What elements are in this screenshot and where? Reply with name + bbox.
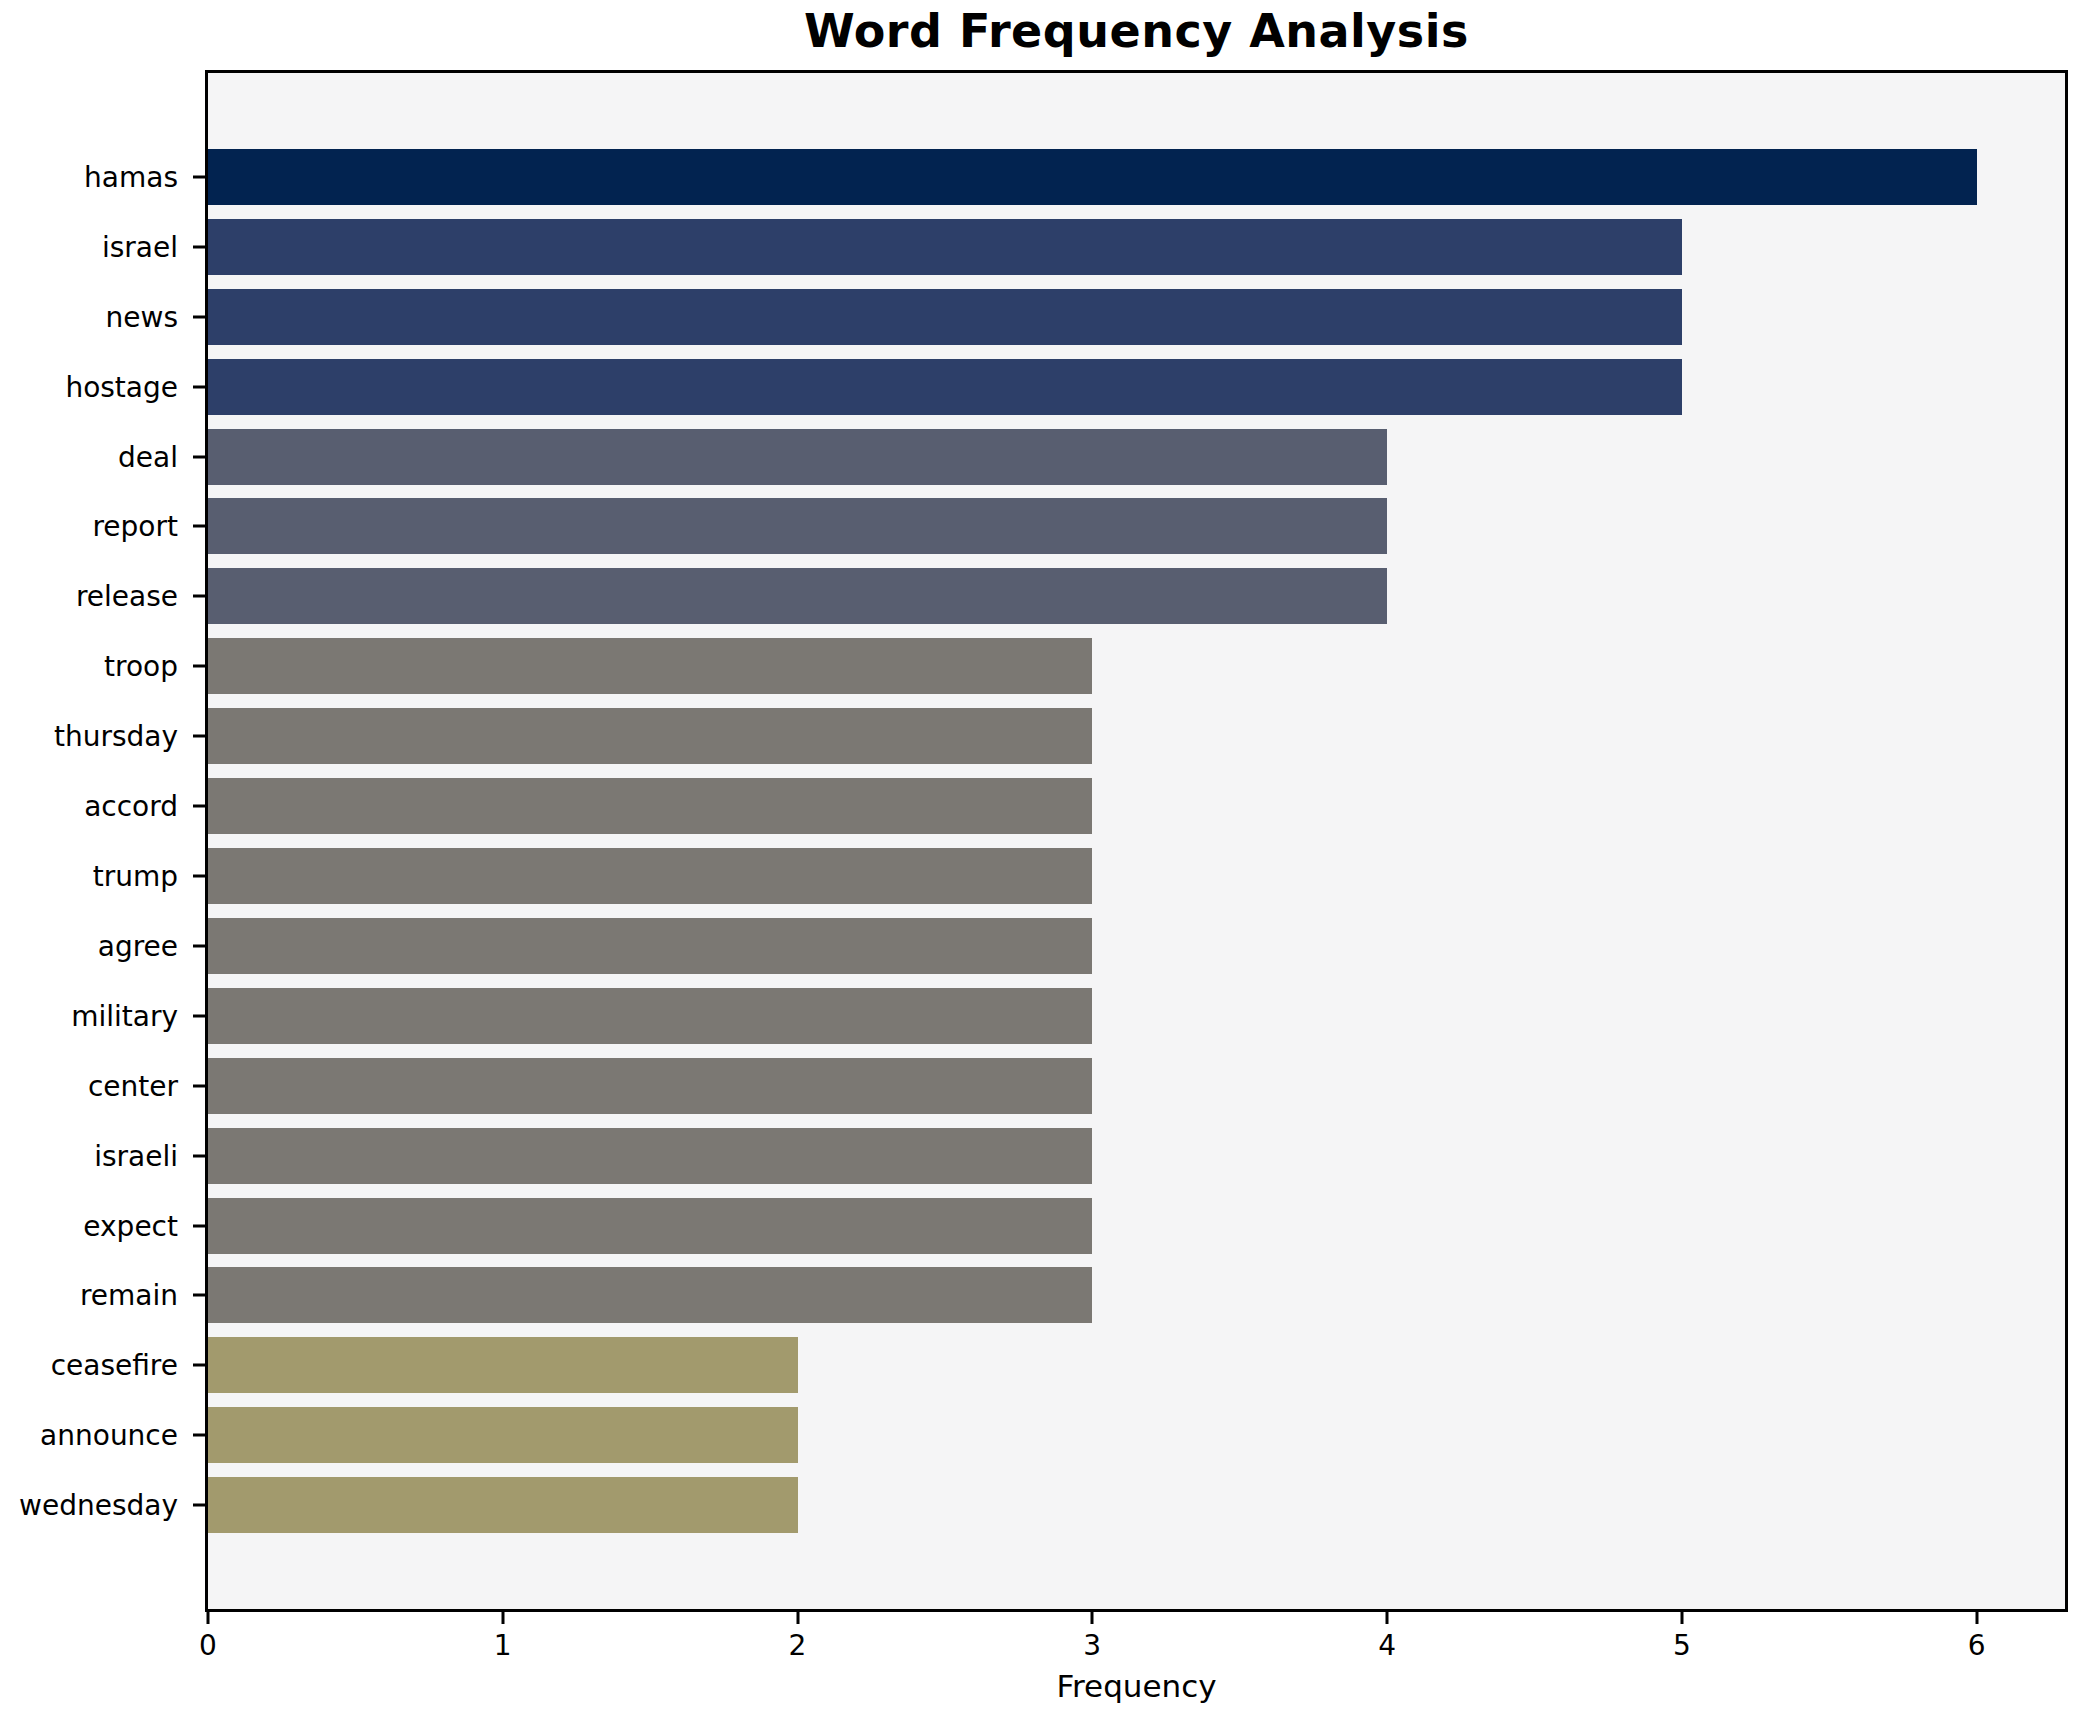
bar-row: thursday [208, 701, 2065, 771]
y-tick-mark [193, 1084, 205, 1087]
x-axis-label: Frequency [205, 1668, 2068, 1704]
y-tick-label: release [76, 580, 178, 613]
bar-row: center [208, 1051, 2065, 1121]
bar-row: troop [208, 631, 2065, 701]
plot-area: hamasisraelnewshostagedealreportreleaset… [205, 70, 2068, 1612]
bar [208, 219, 1682, 275]
bar [208, 918, 1092, 974]
bar-row: agree [208, 911, 2065, 981]
x-tick-label: 5 [1673, 1629, 1691, 1662]
x-tick-mark [501, 1612, 504, 1624]
bar [208, 1267, 1092, 1323]
x-tick-label: 3 [1083, 1629, 1101, 1662]
y-tick-label: thursday [54, 720, 178, 753]
y-tick-label: israel [102, 230, 178, 263]
y-tick-label: hamas [84, 160, 178, 193]
x-tick-label: 1 [494, 1629, 512, 1662]
bar [208, 359, 1682, 415]
y-tick-label: hostage [65, 370, 178, 403]
bar-row: hostage [208, 352, 2065, 422]
x-tick-mark [207, 1612, 210, 1624]
bar-row: trump [208, 841, 2065, 911]
y-tick-mark [193, 595, 205, 598]
bar [208, 1128, 1092, 1184]
y-tick-label: deal [118, 440, 178, 473]
bar [208, 1058, 1092, 1114]
bar-row: israeli [208, 1121, 2065, 1191]
y-tick-mark [193, 175, 205, 178]
y-tick-label: report [92, 510, 178, 543]
chart-title: Word Frequency Analysis [205, 4, 2068, 58]
y-tick-mark [193, 875, 205, 878]
y-tick-mark [193, 665, 205, 668]
x-tick-label: 4 [1378, 1629, 1396, 1662]
y-tick-mark [193, 1364, 205, 1367]
y-tick-label: announce [40, 1419, 178, 1452]
bar [208, 429, 1387, 485]
y-tick-label: accord [84, 790, 178, 823]
bar-row: expect [208, 1191, 2065, 1261]
bar [208, 708, 1092, 764]
y-tick-mark [193, 1294, 205, 1297]
x-tick-label: 6 [1968, 1629, 1986, 1662]
y-tick-label: israeli [94, 1139, 178, 1172]
y-tick-mark [193, 944, 205, 947]
y-tick-mark [193, 1434, 205, 1437]
bar [208, 498, 1387, 554]
bar [208, 1198, 1092, 1254]
y-tick-mark [193, 455, 205, 458]
bar [208, 568, 1387, 624]
y-tick-label: remain [80, 1279, 178, 1312]
x-tick-label: 0 [199, 1629, 217, 1662]
bar-row: military [208, 981, 2065, 1051]
x-tick-mark [796, 1612, 799, 1624]
bar-row: remain [208, 1261, 2065, 1331]
y-tick-label: ceasefire [51, 1349, 178, 1382]
x-tick-mark [1975, 1612, 1978, 1624]
y-tick-mark [193, 1224, 205, 1227]
bar [208, 1337, 798, 1393]
y-tick-mark [193, 1014, 205, 1017]
bar [208, 149, 1977, 205]
x-tick-mark [1091, 1612, 1094, 1624]
y-tick-label: news [106, 300, 178, 333]
bars-group: hamasisraelnewshostagedealreportreleaset… [208, 142, 2065, 1540]
y-tick-mark [193, 525, 205, 528]
y-tick-label: expect [83, 1209, 178, 1242]
y-tick-mark [193, 1504, 205, 1507]
y-tick-label: wednesday [19, 1489, 178, 1522]
y-tick-label: trump [93, 860, 178, 893]
bar [208, 778, 1092, 834]
bar [208, 988, 1092, 1044]
x-tick-mark [1680, 1612, 1683, 1624]
bar-row: news [208, 282, 2065, 352]
bar-row: wednesday [208, 1470, 2065, 1540]
bar-row: israel [208, 212, 2065, 282]
bar [208, 848, 1092, 904]
bar-row: accord [208, 771, 2065, 841]
bar-row: release [208, 561, 2065, 631]
bar [208, 638, 1092, 694]
y-tick-mark [193, 315, 205, 318]
y-tick-label: center [88, 1069, 178, 1102]
y-tick-mark [193, 245, 205, 248]
y-tick-label: agree [98, 929, 178, 962]
y-tick-mark [193, 1154, 205, 1157]
y-tick-mark [193, 805, 205, 808]
bar-row: deal [208, 422, 2065, 492]
bar [208, 289, 1682, 345]
figure: Word Frequency Analysis hamasisraelnewsh… [0, 0, 2088, 1722]
bar [208, 1407, 798, 1463]
y-tick-label: military [71, 999, 178, 1032]
y-tick-label: troop [104, 650, 178, 683]
x-tick-mark [1386, 1612, 1389, 1624]
bar-row: ceasefire [208, 1330, 2065, 1400]
bar-row: report [208, 492, 2065, 562]
bar-row: hamas [208, 142, 2065, 212]
y-tick-mark [193, 735, 205, 738]
bar [208, 1477, 798, 1533]
bar-row: announce [208, 1400, 2065, 1470]
y-tick-mark [193, 385, 205, 388]
x-tick-label: 2 [789, 1629, 807, 1662]
